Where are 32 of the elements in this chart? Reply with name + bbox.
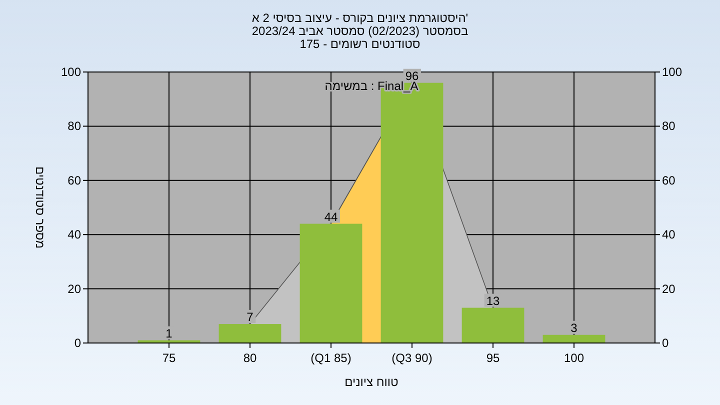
- y-tick-label: 20: [68, 282, 82, 296]
- y-tick-label: 60: [68, 173, 82, 188]
- chart-title: היסטוגרמת ציונים בקורס - עיצוב בסיסי 2 א': [252, 11, 468, 25]
- x-tick-label: 80: [243, 351, 257, 365]
- x-tick-label: 100: [564, 351, 584, 365]
- x-tick-label: 95: [486, 351, 500, 365]
- y2-tick-label: 40: [662, 228, 676, 242]
- text: סטודנטים רשומים - 175: [300, 37, 420, 51]
- y2-tick-label: 100: [662, 65, 682, 79]
- y2-tick-label: 60: [662, 173, 676, 188]
- y-tick-label: 100: [60, 65, 82, 79]
- y-tick-label: 40: [68, 228, 82, 242]
- y-tick-label: 0: [74, 336, 82, 350]
- data-label: 44: [324, 210, 338, 224]
- data-label: 13: [486, 294, 500, 308]
- x-axis-title: טווח ציונים: [344, 375, 399, 389]
- data-label: 3: [570, 320, 578, 335]
- x-tick-label: (Q1 85): [310, 351, 352, 365]
- data-label: 7: [246, 310, 254, 324]
- bar: [542, 334, 606, 343]
- data-label: 96: [405, 68, 419, 83]
- y2-tick-label: 80: [662, 119, 676, 134]
- y2-tick-label: 0: [662, 336, 669, 350]
- bar: [462, 308, 524, 343]
- y2-tick-label: 20: [662, 282, 676, 296]
- y-tick-label: 80: [68, 119, 82, 134]
- x-tick-label: (Q3 90): [392, 351, 432, 365]
- y-axis-title: מספר סטודנטים: [33, 166, 47, 249]
- x-tick-label: 75: [162, 351, 176, 365]
- bar: [218, 324, 282, 343]
- data-label: 1: [166, 326, 173, 340]
- chart-subtitle: בסמסטר (02/2023) סמסטר אביב 2023/24: [252, 24, 468, 38]
